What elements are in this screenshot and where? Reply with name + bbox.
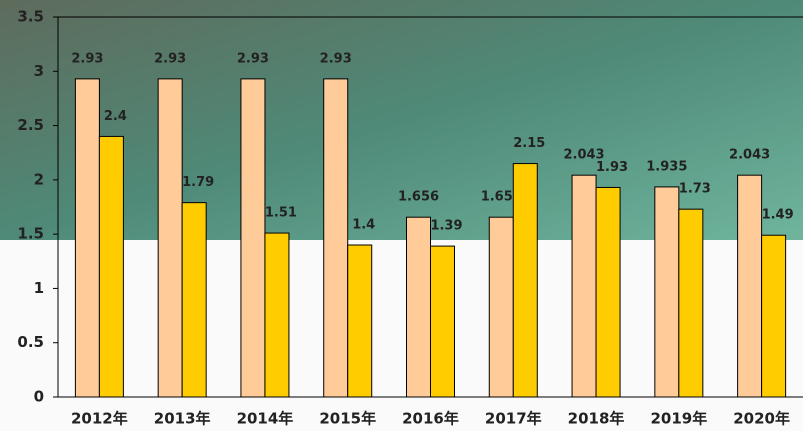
bar — [596, 187, 620, 397]
bar — [158, 79, 182, 397]
bar — [348, 245, 372, 397]
bar — [738, 175, 762, 397]
data-label: 1.79 — [182, 175, 214, 190]
data-label: 1.49 — [762, 208, 794, 223]
bar — [572, 175, 596, 397]
bar — [655, 187, 679, 397]
bar — [265, 233, 289, 397]
x-tick-label: 2019年 — [650, 410, 707, 428]
data-label: 2.043 — [729, 148, 770, 163]
data-label: 1.39 — [430, 219, 462, 234]
bar — [513, 164, 537, 397]
x-tick-label: 2018年 — [568, 410, 625, 428]
x-tick-label: 2017年 — [485, 410, 542, 428]
data-label: 1.51 — [265, 206, 297, 221]
y-tick-label: 3.5 — [17, 8, 44, 26]
x-tick-label: 2020年 — [733, 410, 790, 428]
y-tick-label: 3 — [34, 62, 44, 80]
bar — [75, 79, 99, 397]
data-label: 1.656 — [398, 190, 439, 205]
y-tick-label: 0.5 — [17, 333, 44, 351]
bar — [679, 209, 703, 397]
chart: 0 0.5 1 1.5 2 2.5 3 3.5 2012年 2.93 2.4 2013年 2.93 1.7… — [0, 0, 803, 431]
bar — [407, 217, 431, 397]
data-label: 1.93 — [596, 160, 628, 175]
bar — [241, 79, 265, 397]
x-tick-label: 2014年 — [237, 410, 294, 428]
bar — [431, 246, 455, 397]
bar — [489, 217, 513, 397]
data-label: 2.93 — [154, 51, 186, 66]
bar — [324, 79, 348, 397]
y-tick-label: 1 — [34, 279, 44, 297]
bar — [762, 235, 786, 397]
bar — [99, 136, 123, 397]
data-label: 2.4 — [104, 109, 127, 124]
data-label: 2.15 — [513, 136, 545, 151]
y-tick-label: 0 — [34, 388, 44, 406]
data-label: 1.73 — [679, 182, 711, 197]
y-tick-label: 1.5 — [17, 225, 44, 243]
x-tick-label: 2016年 — [402, 410, 459, 428]
x-tick-label: 2013年 — [154, 410, 211, 428]
bar — [182, 203, 206, 397]
data-label: 2.93 — [320, 51, 352, 66]
data-label: 2.93 — [237, 51, 269, 66]
y-tick-label: 2 — [34, 170, 44, 188]
data-label: 1.935 — [646, 159, 687, 174]
data-label: 2.93 — [71, 51, 103, 66]
x-tick-label: 2015年 — [319, 410, 376, 428]
y-tick-label: 2.5 — [17, 116, 44, 134]
x-tick-label: 2012年 — [71, 410, 128, 428]
data-label: 1.4 — [352, 218, 375, 233]
